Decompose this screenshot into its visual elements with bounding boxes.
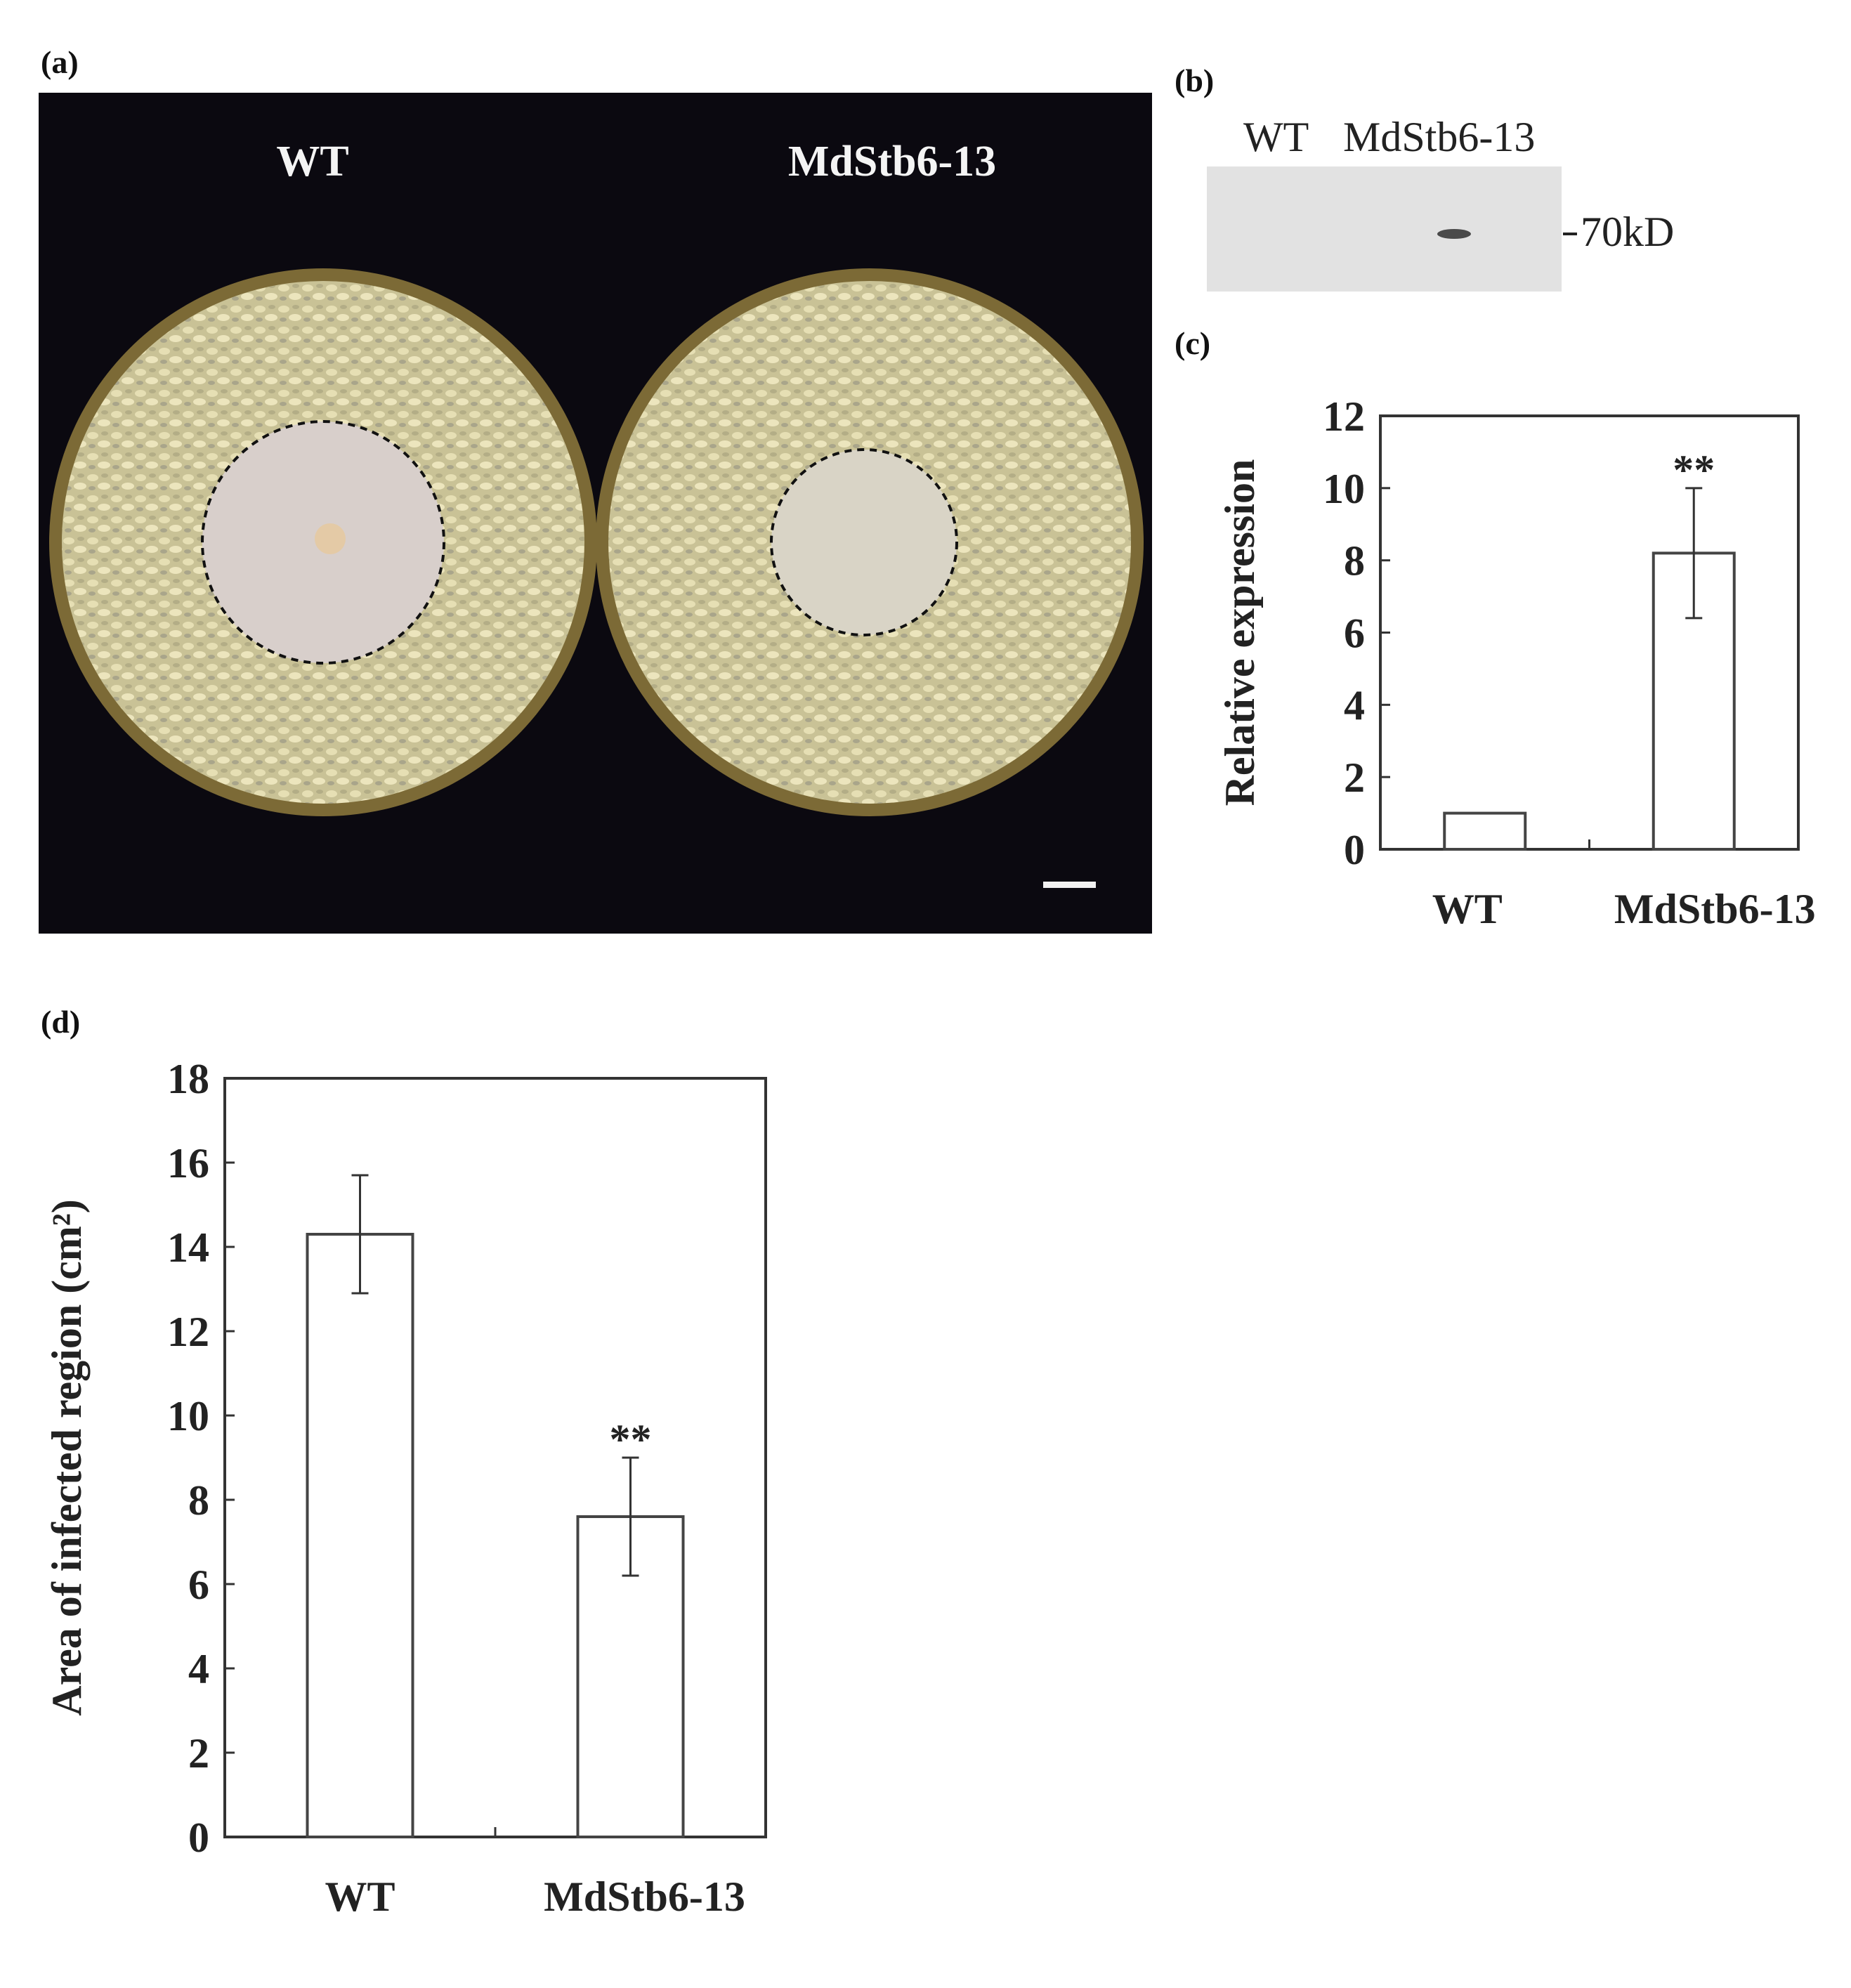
y-tick-label: 4 (1344, 682, 1365, 728)
blot-band (1437, 229, 1471, 239)
blot-marker-label: 70kD (1581, 209, 1674, 255)
panel-label-a: (a) (41, 44, 79, 80)
y-tick-label: 6 (188, 1562, 209, 1608)
significance-marker: ** (1673, 447, 1715, 493)
mdstb6-lesion (771, 450, 957, 635)
y-tick-label: 4 (188, 1646, 209, 1692)
y-tick-label: 2 (188, 1730, 209, 1777)
y-tick-label: 0 (1344, 827, 1365, 873)
y-tick-label: 18 (167, 1056, 209, 1102)
x-category-label: MdStb6-13 (1614, 886, 1816, 932)
panel-label-d: (d) (41, 1004, 81, 1040)
y-tick-label: 8 (1344, 538, 1365, 584)
y-tick-label: 12 (1323, 393, 1365, 440)
photo-label-wt: WT (276, 138, 348, 185)
significance-marker: ** (610, 1416, 652, 1463)
y-tick-label: 10 (167, 1393, 209, 1439)
x-category-label: MdStb6-13 (544, 1873, 745, 1920)
scale-bar (1043, 882, 1096, 888)
x-category-label: WT (1432, 886, 1503, 932)
mdstb6-plate (596, 268, 1144, 816)
y-tick-label: 12 (167, 1309, 209, 1355)
x-category-label: WT (325, 1873, 395, 1920)
petri-dish-photo: WT MdStb6-13 (39, 93, 1152, 934)
y-axis-label: Relative expression (1217, 459, 1263, 806)
panel-label-b: (b) (1175, 63, 1215, 98)
y-tick-label: 14 (167, 1224, 209, 1271)
y-axis-label: Area of infected region (cm²) (44, 1199, 90, 1716)
blot-lane-wt: WT (1243, 114, 1309, 160)
y-tick-label: 8 (188, 1477, 209, 1524)
relative-expression-chart: 0 2 4 6 8 10 12 Relative expression WT ** MdStb6-1… (1217, 393, 1816, 932)
blot-membrane (1207, 166, 1562, 292)
photo-label-mdstb6: MdStb6-13 (788, 138, 996, 185)
y-tick-label: 0 (188, 1814, 209, 1861)
wt-plate (49, 268, 597, 816)
y-tick-label: 6 (1344, 610, 1365, 657)
y-tick-label: 2 (1344, 754, 1365, 801)
blot-lane-mdstb6: MdStb6-13 (1343, 114, 1535, 160)
bar (1443, 811, 1527, 851)
infected-area-chart: 0 2 4 6 8 10 12 14 16 18 Area of infected region (… (44, 1056, 767, 1920)
y-tick-label: 16 (167, 1140, 209, 1186)
panel-label-c: (c) (1175, 325, 1211, 361)
bar (306, 1233, 414, 1838)
western-blot-panel: WT MdStb6-13 70kD (1207, 114, 1674, 292)
y-tick-label: 10 (1323, 466, 1365, 512)
